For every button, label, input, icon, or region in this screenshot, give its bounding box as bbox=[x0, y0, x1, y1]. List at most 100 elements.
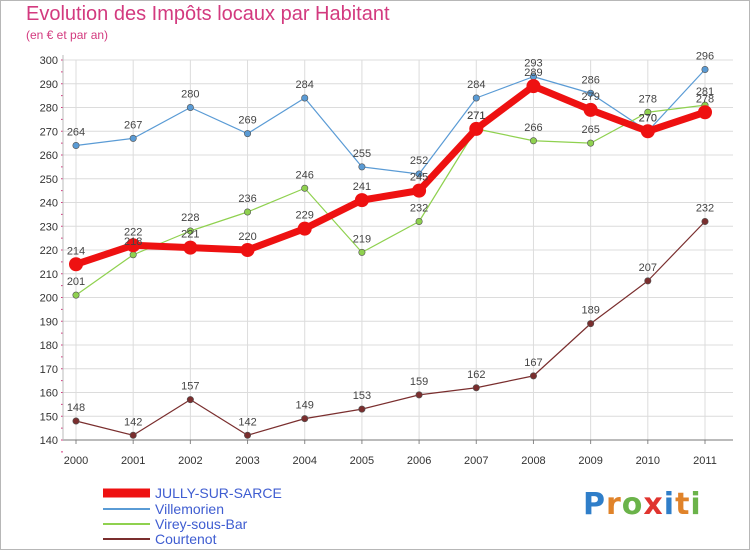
series-point bbox=[640, 124, 655, 139]
series-point bbox=[244, 431, 252, 439]
logo-letter: x bbox=[643, 487, 664, 522]
data-label: 219 bbox=[353, 233, 371, 245]
y-tick-label: 240 bbox=[40, 198, 58, 210]
data-label: 265 bbox=[581, 124, 599, 136]
legend-label: Courtenot bbox=[155, 531, 217, 547]
y-tick-label: 170 bbox=[40, 364, 58, 376]
series-point bbox=[244, 130, 252, 138]
chart-title: Evolution des Impôts locaux par Habitant bbox=[26, 3, 390, 25]
x-tick-label: 2011 bbox=[693, 455, 717, 467]
data-label: 293 bbox=[524, 58, 542, 70]
series-point bbox=[301, 184, 309, 192]
logo-letter: t bbox=[675, 487, 691, 522]
y-tick-label: 290 bbox=[40, 79, 58, 91]
x-tick-label: 2009 bbox=[578, 455, 602, 467]
data-label: 236 bbox=[238, 193, 256, 205]
legend: JULLY-SUR-SARCEVillemorienVirey-sous-Bar… bbox=[103, 485, 282, 547]
x-tick-label: 2002 bbox=[178, 455, 202, 467]
series-point bbox=[186, 396, 194, 404]
series-point bbox=[301, 415, 309, 423]
axes: 140 150 160 170 180 190 200 210 220 230 240 250 260 2… bbox=[40, 55, 733, 467]
y-tick-label: 220 bbox=[40, 245, 58, 257]
x-tick-label: 2004 bbox=[292, 455, 316, 467]
series-point bbox=[72, 417, 80, 425]
data-label: 278 bbox=[639, 93, 657, 105]
data-label: 267 bbox=[124, 119, 142, 131]
series-point bbox=[415, 391, 423, 399]
y-tick-label: 180 bbox=[40, 340, 58, 352]
data-label: 279 bbox=[581, 91, 599, 103]
series-point bbox=[358, 163, 366, 171]
y-tick-label: 300 bbox=[40, 55, 58, 67]
y-tick-label: 160 bbox=[40, 388, 58, 400]
data-label: 270 bbox=[639, 112, 657, 124]
logo-letter: o bbox=[621, 487, 644, 522]
data-label: 189 bbox=[581, 305, 599, 317]
logo-letter: i bbox=[663, 487, 676, 522]
series-line bbox=[74, 82, 707, 268]
y-tick-label: 230 bbox=[40, 221, 58, 233]
data-label: 245 bbox=[410, 172, 428, 184]
data-label: 252 bbox=[410, 155, 428, 167]
series-point bbox=[415, 218, 423, 226]
data-label: 266 bbox=[524, 122, 542, 134]
data-label: 286 bbox=[581, 74, 599, 86]
data-label: 220 bbox=[238, 231, 256, 243]
y-tick-label: 270 bbox=[40, 126, 58, 138]
legend-label: JULLY-SUR-SARCE bbox=[155, 485, 282, 501]
series-point bbox=[644, 277, 652, 285]
series-point bbox=[129, 134, 137, 142]
series-point bbox=[129, 251, 137, 259]
data-label: 284 bbox=[467, 79, 485, 91]
data-label: 271 bbox=[467, 110, 485, 122]
logo-letter: r bbox=[606, 487, 622, 522]
legend-label: Virey-sous-Bar bbox=[155, 516, 248, 532]
data-label: 148 bbox=[67, 402, 85, 414]
data-label: 142 bbox=[124, 416, 142, 428]
y-tick-label: 280 bbox=[40, 103, 58, 115]
series-point bbox=[244, 208, 252, 216]
data-label: 270 bbox=[639, 112, 657, 124]
logo-letter: P bbox=[583, 487, 606, 522]
data-label: 271 bbox=[467, 110, 485, 122]
data-label: 153 bbox=[353, 390, 371, 402]
y-tick-label: 190 bbox=[40, 316, 58, 328]
series-line bbox=[75, 69, 706, 175]
series-point bbox=[587, 320, 595, 328]
legend-label: Villemorien bbox=[155, 501, 224, 517]
data-label: 232 bbox=[696, 203, 714, 215]
series-point bbox=[698, 105, 712, 120]
series-line bbox=[75, 221, 706, 436]
data-label: 207 bbox=[639, 262, 657, 274]
series-point bbox=[69, 257, 83, 272]
data-label: 167 bbox=[524, 357, 542, 369]
x-tick-label: 2005 bbox=[350, 455, 374, 467]
data-label: 142 bbox=[238, 416, 256, 428]
series-point bbox=[469, 121, 484, 136]
series-point bbox=[415, 170, 423, 178]
series-point bbox=[72, 142, 80, 150]
data-label: 162 bbox=[467, 369, 485, 381]
series-point bbox=[644, 108, 652, 116]
series-point bbox=[358, 248, 366, 256]
x-tick-label: 2007 bbox=[464, 455, 488, 467]
data-label: 221 bbox=[181, 229, 199, 241]
logo-letter: i bbox=[690, 487, 702, 522]
data-label: 149 bbox=[296, 400, 314, 412]
series-point bbox=[701, 66, 709, 74]
y-tick-label: 250 bbox=[40, 174, 58, 186]
x-tick-label: 2000 bbox=[64, 455, 88, 467]
series-point bbox=[358, 405, 366, 413]
y-tick-label: 260 bbox=[40, 150, 58, 162]
series-point bbox=[529, 137, 537, 145]
series-point bbox=[297, 221, 312, 236]
y-tick-label: 210 bbox=[40, 269, 58, 281]
series-point bbox=[186, 104, 194, 112]
series-point bbox=[701, 218, 709, 226]
series-point bbox=[240, 243, 255, 257]
x-tick-label: 2006 bbox=[407, 455, 431, 467]
y-tick-label: 200 bbox=[40, 293, 58, 305]
data-label: 159 bbox=[410, 376, 428, 388]
chart-subtitle: (en € et par an) bbox=[26, 28, 109, 42]
series-point bbox=[412, 183, 427, 198]
